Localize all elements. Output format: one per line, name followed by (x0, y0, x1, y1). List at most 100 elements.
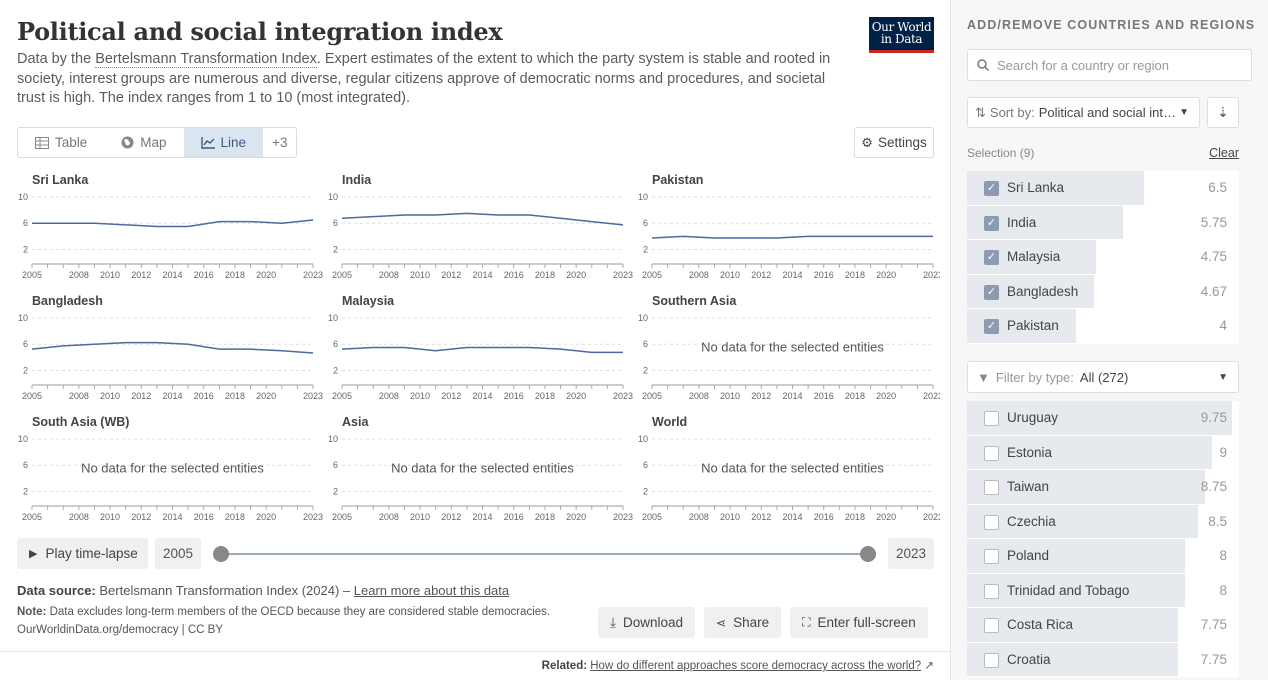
entity-value: 4 (1219, 318, 1227, 333)
y-tick-label: 6 (333, 339, 338, 349)
entity-name: Trinidad and Tobago (1007, 582, 1130, 598)
sort-descending-icon: ⇣ (1217, 104, 1229, 120)
list-item[interactable]: ✓ Pakistan 4 (967, 309, 1239, 344)
x-tick-label: 2010 (720, 270, 740, 280)
checkbox[interactable] (984, 618, 999, 633)
download-button[interactable]: ⤓ Download (598, 607, 696, 638)
timeline-start-year[interactable]: 2005 (155, 538, 201, 569)
related-link[interactable]: How do different approaches score democr… (590, 660, 922, 672)
list-item[interactable]: Czechia 8.5 (967, 504, 1239, 539)
list-item[interactable]: Trinidad and Tobago 8 (967, 573, 1239, 608)
list-item[interactable]: ✓ Malaysia 4.75 (967, 240, 1239, 275)
value-bar (967, 539, 1185, 573)
filter-label: Filter by type: (995, 369, 1074, 385)
checkbox[interactable] (984, 583, 999, 599)
settings-button[interactable]: ⚙ Settings (854, 127, 934, 158)
checkbox[interactable] (984, 445, 999, 461)
x-tick-label: 2008 (69, 270, 89, 280)
chart-actions: ⤓ Download ⋖ Share ⛶ Enter full-screen (598, 607, 928, 638)
panel-title: World (652, 415, 687, 429)
tab-line[interactable]: Line (183, 128, 264, 157)
share-button[interactable]: ⋖ Share (704, 607, 782, 638)
sidebar-title: ADD/REMOVE COUNTRIES AND REGIONS (967, 18, 1256, 32)
x-tick-label: 2016 (194, 270, 214, 280)
y-tick-label: 10 (328, 192, 338, 202)
list-item[interactable]: Poland 8 (967, 539, 1239, 574)
list-item[interactable]: ✓ Bangladesh 4.67 (967, 274, 1239, 309)
y-tick-label: 10 (18, 434, 28, 444)
checkbox[interactable]: ✓ (984, 181, 999, 196)
sort-label: Sort by: (989, 105, 1035, 120)
sort-dropdown[interactable]: ⇅Sort by:Political and social integratio… (967, 97, 1200, 128)
checkbox[interactable] (984, 514, 999, 530)
checkbox[interactable]: ✓ (984, 215, 999, 231)
x-tick-label: 2010 (100, 512, 120, 522)
y-tick-label: 6 (333, 218, 338, 228)
sort-order-button[interactable]: ⇣ (1207, 97, 1239, 128)
timeline-start-handle[interactable] (213, 546, 229, 562)
x-tick-label: 2014 (782, 391, 802, 401)
y-tick-label: 10 (638, 192, 648, 202)
list-item[interactable]: ✓ India 5.75 (967, 205, 1239, 240)
learn-more-link[interactable]: Learn more about this data (353, 583, 510, 598)
y-tick-label: 10 (638, 434, 648, 444)
play-icon: ▶ (29, 548, 38, 560)
y-tick-label: 6 (333, 460, 338, 470)
x-tick-label: 2018 (535, 270, 555, 280)
list-item[interactable]: ✓ Sri Lanka 6.5 (967, 171, 1239, 206)
timeline-end-year[interactable]: 2023 (888, 538, 934, 569)
owid-logo[interactable]: Our World in Data (869, 17, 934, 53)
x-tick-label: 2020 (566, 270, 586, 280)
search-input[interactable]: Search for a country or region (967, 49, 1252, 81)
x-tick-label: 2018 (845, 512, 865, 522)
clear-selection-button[interactable]: Clear (1209, 146, 1239, 160)
fullscreen-button[interactable]: ⛶ Enter full-screen (790, 607, 928, 638)
timeline-end-handle[interactable] (860, 546, 876, 562)
y-tick-label: 6 (643, 339, 648, 349)
tab-map[interactable]: Map (104, 128, 183, 157)
list-item[interactable]: Costa Rica 7.75 (967, 608, 1239, 643)
tab-table[interactable]: Table (18, 128, 104, 157)
filter-dropdown[interactable]: ▼ Filter by type: All (272) ▼ (967, 361, 1239, 393)
x-tick-label: 2023 (923, 270, 940, 280)
list-item[interactable]: Estonia 9 (967, 435, 1239, 470)
timeline-track[interactable] (221, 553, 868, 555)
data-source: Data source: Bertelsmann Transformation … (17, 583, 597, 598)
tab-map-label: Map (140, 135, 167, 150)
entity-name: India (1007, 214, 1037, 230)
x-tick-label: 2016 (814, 391, 834, 401)
x-tick-label: 2014 (162, 391, 182, 401)
footer-url[interactable]: OurWorldinData.org/democracy | CC BY (17, 624, 224, 636)
play-timelapse-button[interactable]: ▶ Play time-lapse (17, 538, 148, 569)
checkbox[interactable] (984, 480, 999, 495)
entity-name: Poland (1007, 548, 1050, 563)
chart-footer: Data source: Bertelsmann Transformation … (17, 583, 597, 639)
filter-value: All (272) (1079, 369, 1129, 385)
checkbox[interactable]: ✓ (984, 284, 999, 300)
checkbox[interactable] (984, 411, 999, 426)
checkbox[interactable]: ✓ (984, 250, 999, 265)
x-tick-label: 2018 (845, 391, 865, 401)
selection-header: Selection (9) Clear (967, 146, 1239, 160)
list-item[interactable]: Taiwan 8.75 (967, 470, 1239, 505)
footer-note: Note: Data excludes long-term members of… (17, 603, 597, 621)
checkbox[interactable] (984, 549, 999, 564)
x-tick-label: 2023 (923, 512, 940, 522)
x-tick-label: 2008 (379, 512, 399, 522)
entity-value: 7.75 (1200, 617, 1227, 632)
list-item[interactable]: Uruguay 9.75 (967, 401, 1239, 436)
checkbox[interactable] (984, 652, 999, 668)
source-link[interactable]: Bertelsmann Transformation Index (95, 51, 317, 68)
y-tick-label: 2 (23, 244, 28, 254)
tab-more[interactable]: +3 (272, 135, 288, 150)
checkbox[interactable]: ✓ (984, 319, 999, 334)
entity-selector-sidebar: ADD/REMOVE COUNTRIES AND REGIONS Search … (950, 0, 1268, 680)
list-item[interactable]: Croatia 7.75 (967, 642, 1239, 677)
panel-title: Southern Asia (652, 294, 737, 308)
series-line (32, 219, 314, 228)
x-tick-label: 2010 (410, 391, 430, 401)
sort-value: Political and social integration index (1038, 105, 1179, 120)
x-tick-label: 2008 (689, 270, 709, 280)
entity-name: Bangladesh (1007, 283, 1079, 299)
y-tick-label: 10 (328, 313, 338, 323)
